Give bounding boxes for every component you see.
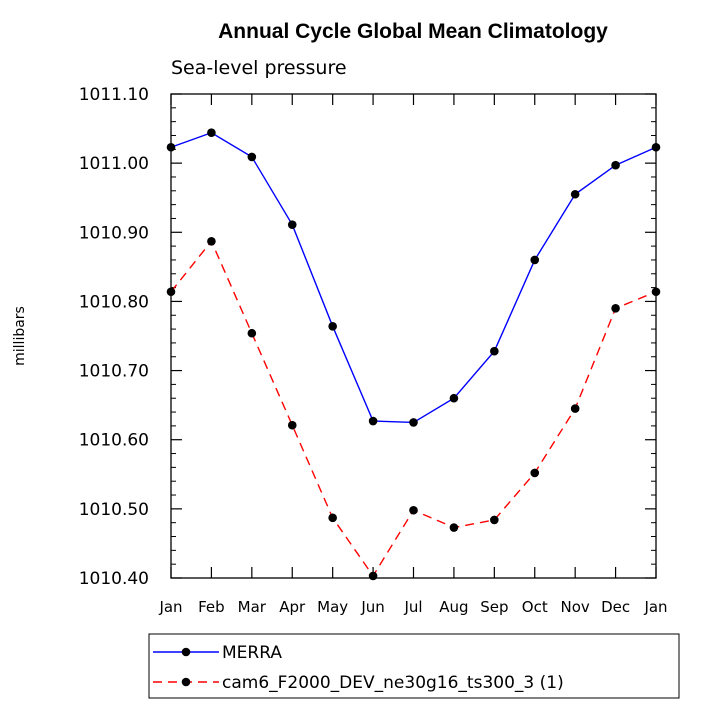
chart-title: Annual Cycle Global Mean Climatology	[218, 20, 608, 43]
legend-label-1: cam6_F2000_DEV_ne30g16_ts300_3 (1)	[222, 673, 564, 693]
x-tick-label: Jun	[360, 598, 384, 616]
y-tick-label: 1010.40	[79, 569, 149, 589]
legend: MERRA cam6_F2000_DEV_ne30g16_ts300_3 (1)	[148, 633, 680, 699]
x-tick-label: Nov	[561, 598, 590, 616]
legend-label-0: MERRA	[222, 643, 282, 663]
series-1-point	[368, 571, 378, 581]
y-tick-label: 1010.70	[79, 362, 149, 382]
series-line-0	[170, 131, 657, 424]
series-0-point	[368, 416, 378, 426]
series-1-point	[449, 523, 459, 532]
series-1-point	[611, 304, 620, 313]
x-tick-label: Dec	[601, 598, 630, 616]
y-axis-label: millibars	[12, 306, 28, 366]
x-tick-label: Oct	[522, 598, 548, 616]
series-0-point	[207, 128, 216, 138]
series-1-point	[328, 513, 337, 523]
legend-box	[148, 633, 680, 699]
plot-frame	[170, 93, 657, 579]
x-tick-labels: Jan Feb Mar Apr May Jun Jul Aug Sep Oct Nov Dec Jan	[158, 598, 667, 616]
y-tick-labels: 1010.40 1010.50 1010.60 1010.70 1010.80 1010.…	[79, 85, 149, 589]
series-0-point	[611, 160, 620, 170]
legend-marker-1	[181, 677, 191, 687]
series-1-point	[490, 515, 499, 525]
x-tick-label: Sep	[480, 598, 508, 616]
series-1-point	[409, 505, 418, 515]
y-tick-label: 1010.80	[79, 292, 149, 312]
y-tick-label: 1010.50	[79, 500, 149, 520]
series-0-point	[449, 393, 459, 403]
series-0-point	[247, 152, 257, 162]
series-line-1	[170, 239, 657, 578]
y-tick-label: 1011.00	[79, 154, 149, 174]
series-1-point	[570, 404, 580, 413]
series-0-point	[328, 322, 337, 331]
x-tick-label: Jan	[158, 598, 182, 616]
axis-ticks	[170, 93, 657, 579]
x-tick-label: Jan	[643, 598, 667, 616]
series-layer	[166, 128, 661, 581]
x-tick-label: Mar	[238, 598, 267, 616]
x-tick-label: Jul	[403, 598, 422, 616]
x-tick-label: Feb	[198, 598, 225, 616]
y-tick-label: 1010.90	[79, 223, 149, 243]
x-tick-label: May	[317, 598, 348, 616]
y-tick-label: 1011.10	[79, 85, 149, 105]
series-0-point	[490, 346, 499, 356]
series-1-point	[247, 328, 257, 338]
series-1-point	[207, 236, 216, 246]
x-tick-label: Apr	[279, 598, 306, 616]
x-tick-label: Aug	[439, 598, 468, 616]
series-0-point	[287, 220, 297, 229]
y-tick-label: 1010.60	[79, 431, 149, 451]
series-1-point	[530, 468, 540, 478]
legend-marker-0	[181, 647, 191, 657]
series-1-point	[287, 420, 297, 430]
series-0-point	[409, 418, 418, 427]
series-0-point	[570, 189, 580, 199]
chart-subtitle: Sea-level pressure	[171, 57, 347, 79]
series-0-point	[530, 255, 540, 265]
